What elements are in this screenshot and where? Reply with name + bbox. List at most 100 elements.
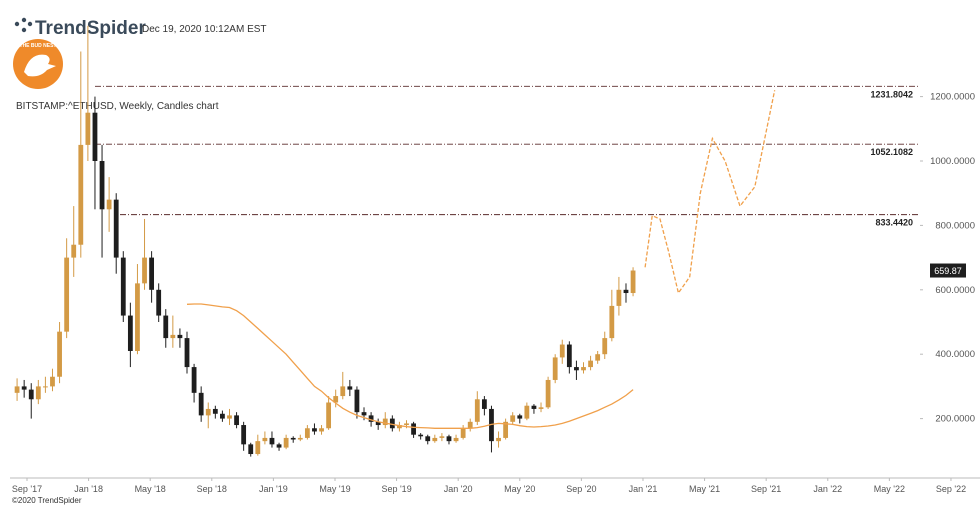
x-tick-label: May '20 — [504, 484, 535, 494]
candle-body — [616, 289, 622, 306]
candle-body — [588, 360, 593, 368]
candle-body — [50, 376, 55, 387]
candle-body — [283, 437, 289, 448]
level-label: 833.4420 — [875, 218, 913, 228]
candle-body — [290, 437, 296, 440]
candle-body — [347, 386, 353, 390]
candle-body — [326, 402, 332, 429]
candle-body — [163, 315, 169, 339]
candle-body — [64, 257, 70, 332]
candle-body — [552, 357, 558, 380]
brand: TrendSpider — [35, 18, 146, 39]
y-tick-label: 400.0000 — [935, 349, 975, 360]
x-tick-label: Jan '20 — [444, 484, 473, 494]
plot-area: 200.0000 400.0000 600.0000 800.0000 1000.000… — [12, 25, 975, 494]
candle-body — [57, 331, 62, 377]
candle-body — [559, 344, 565, 358]
candle-body — [184, 338, 190, 368]
candle-body — [503, 421, 509, 438]
candle-body — [630, 270, 636, 294]
candle-body — [156, 289, 162, 316]
y-tick-label: 800.0000 — [935, 220, 975, 231]
candle-body — [127, 315, 133, 351]
candle-body — [135, 283, 140, 351]
level-label: 1231.8042 — [870, 89, 913, 99]
badge-text: THE BUD NEST — [20, 43, 57, 49]
candle-body — [35, 386, 41, 400]
candle-body — [368, 415, 374, 422]
candle-body — [481, 399, 487, 409]
candle-body — [198, 392, 204, 416]
candle-body — [78, 144, 84, 245]
candle-body — [474, 399, 480, 422]
candle-body — [566, 344, 572, 368]
candle-body — [276, 444, 282, 448]
y-tick-label: 1200.0000 — [930, 92, 975, 103]
candle-body — [120, 257, 126, 316]
candle-body — [177, 334, 183, 339]
x-tick-label: Jan '18 — [74, 484, 103, 494]
candle-body — [340, 386, 346, 397]
candle-body — [149, 257, 155, 290]
candle-body — [227, 415, 232, 419]
candle-body — [375, 421, 381, 426]
candle-body — [170, 334, 176, 339]
candle-body — [425, 436, 431, 442]
x-tick-label: May '21 — [689, 484, 720, 494]
candle-body — [220, 413, 225, 419]
candle-body — [269, 437, 275, 445]
x-tick-label: May '19 — [319, 484, 350, 494]
candle-body — [361, 412, 367, 416]
candle-body — [524, 405, 530, 419]
timestamp: Dec 19, 2020 10:12AM EST — [142, 24, 267, 35]
candle-body — [85, 112, 91, 145]
candle-body — [404, 423, 409, 426]
y-tick-label: 200.0000 — [935, 414, 975, 425]
last-price-box — [930, 263, 966, 278]
candle-body — [354, 389, 360, 413]
candle-body — [297, 437, 303, 440]
candle-body — [71, 244, 77, 258]
candle-body — [28, 389, 34, 400]
candle-body — [439, 436, 445, 438]
x-tick-label: Sep '17 — [12, 484, 42, 494]
footer: ©2020 TrendSpider — [12, 496, 82, 505]
candle-body — [602, 338, 608, 355]
candle-body — [496, 437, 501, 442]
candle-body — [262, 437, 268, 442]
badge-logo: THE BUD NEST — [13, 39, 63, 89]
candle-body — [304, 428, 310, 438]
candle-body — [517, 415, 523, 419]
candle-body — [255, 441, 261, 455]
x-tick-label: Sep '22 — [936, 484, 966, 494]
candle-body — [191, 367, 197, 393]
candle-body — [389, 418, 395, 429]
candle-body — [113, 199, 119, 258]
x-tick-label: Sep '19 — [381, 484, 411, 494]
brand-icon — [14, 17, 33, 33]
x-tick-label: Jan '22 — [813, 484, 842, 494]
candle-body — [411, 423, 416, 435]
candle-body — [92, 112, 98, 161]
x-tick-label: Sep '21 — [751, 484, 781, 494]
level-label: 1052.1082 — [870, 147, 913, 157]
candle-body — [581, 367, 586, 371]
candle-body — [574, 367, 579, 371]
candle-body — [248, 444, 254, 455]
candle-body — [460, 428, 466, 438]
candle-body — [142, 257, 147, 284]
candle-body — [43, 386, 48, 388]
candle-body — [432, 437, 438, 442]
x-tick-label: Jan '21 — [629, 484, 658, 494]
candle-body — [106, 199, 112, 210]
symbol-label: BITSTAMP:^ETHUSD, Weekly, Candles chart — [16, 101, 219, 112]
y-tick-label: 1000.0000 — [930, 156, 975, 167]
candle-body — [531, 405, 537, 409]
candle-body — [538, 407, 544, 409]
candle-body — [446, 436, 452, 442]
candle-body — [609, 305, 615, 339]
x-tick-label: Jan '19 — [259, 484, 288, 494]
candle-body — [333, 396, 339, 403]
candle-body — [312, 428, 317, 432]
candle-body — [453, 437, 459, 442]
